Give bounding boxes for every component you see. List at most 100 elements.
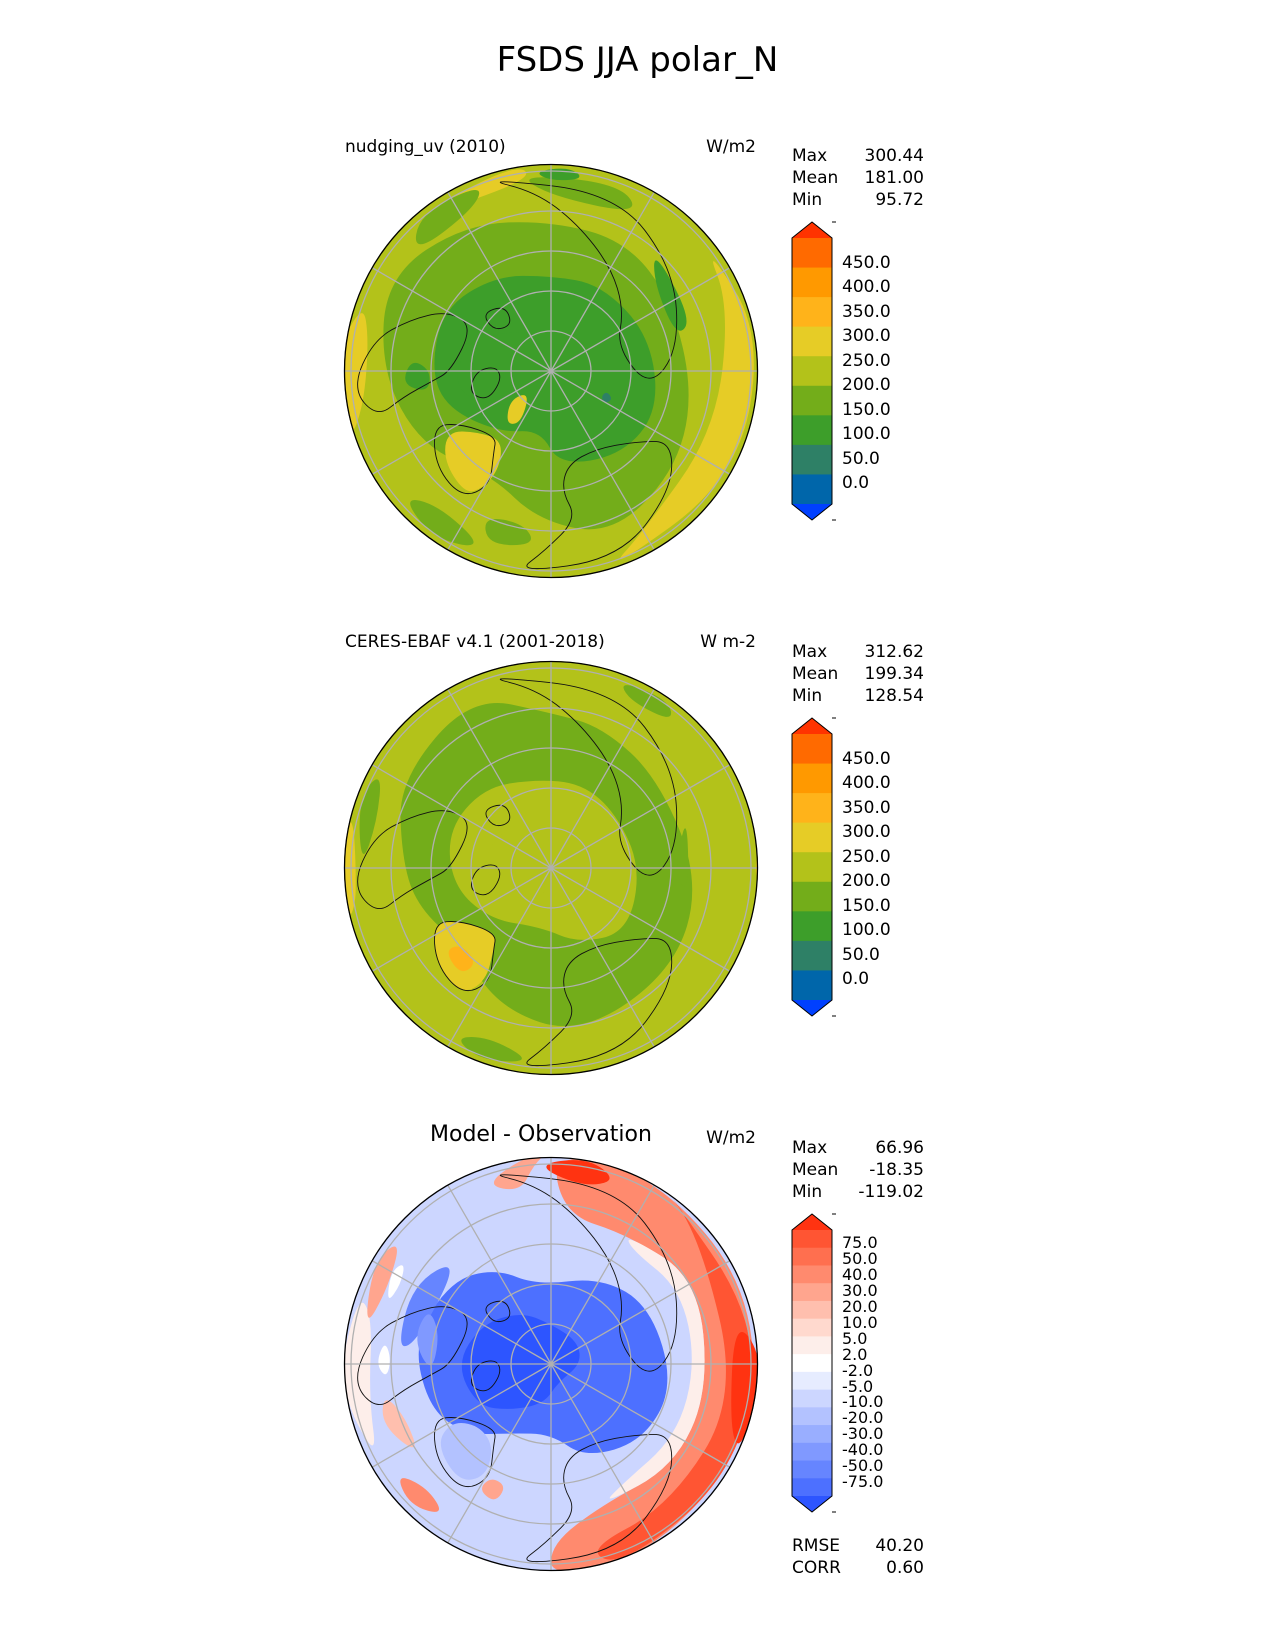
stat-label: Max	[792, 146, 828, 166]
colorbar-segment	[792, 415, 832, 446]
meridian-line	[550, 1363, 731, 1469]
colorbar-tick: 150.0	[842, 895, 891, 916]
colorbar-extend-max	[792, 1214, 832, 1230]
colorbar-segment	[792, 297, 832, 328]
colorbar-segment	[792, 911, 832, 942]
panel-units-diff: W/m2	[706, 1128, 756, 1148]
colorbar-segment	[792, 356, 832, 387]
colorbar-segment	[792, 881, 832, 912]
colorbar-tick: 40.0	[842, 1265, 878, 1285]
meridian-line	[550, 1259, 731, 1365]
stats-box-test: Max 300.44 Mean 181.00 Min 95.72	[792, 145, 924, 211]
stats-box-diff: Max 66.96 Mean -18.35 Min -119.02	[792, 1137, 924, 1203]
stat-label: Mean	[792, 1160, 839, 1180]
map-contour-region	[529, 177, 633, 210]
colorbar-tick: 200.0	[842, 871, 891, 891]
map-contour-region	[486, 824, 551, 900]
map-contour-region	[654, 260, 687, 331]
colorbar-tick: 300.0	[842, 822, 891, 842]
map-contour-region	[367, 1246, 397, 1318]
colorbar-segment	[792, 1247, 832, 1267]
panel-units-test: W/m2	[706, 137, 756, 157]
map-boundary	[343, 660, 759, 1076]
map-field	[344, 1157, 758, 1571]
metric-label: RMSE	[792, 1536, 841, 1556]
map-contour-region	[405, 362, 430, 390]
map-contour-region	[440, 1423, 492, 1480]
colorbar-tick: 10.0	[842, 1312, 878, 1332]
colorbar-outline	[791, 717, 833, 1017]
meridian-line	[446, 1184, 552, 1365]
meridian-line	[550, 370, 656, 551]
colorbar-tick: 300.0	[842, 326, 891, 346]
stat-max-value: 312.62	[864, 642, 924, 662]
corr-value: 0.60	[886, 1558, 924, 1578]
map-boundary	[343, 163, 759, 579]
colorbar-extend-min	[792, 1000, 832, 1016]
meridian-line	[550, 867, 656, 1048]
colorbar-segment	[792, 822, 832, 853]
colorbar-extend-max	[792, 222, 832, 238]
map-contour-region	[344, 1302, 375, 1446]
meridian-line	[371, 763, 552, 869]
coastline	[485, 307, 511, 330]
colorbar-tick: 0.0	[842, 473, 870, 493]
colorbar-ticks-ref: 450.0 400.0 350.0 300.0 250.0 200.0 150.…	[842, 718, 922, 1016]
colorbar-extend-max	[792, 718, 832, 734]
rmse-value: 40.20	[875, 1536, 924, 1556]
map-contour-region	[388, 1265, 404, 1298]
coastline	[526, 937, 673, 1067]
map-contour-region	[597, 1199, 753, 1560]
map-contour-region	[507, 395, 527, 424]
colorbar-segment	[792, 1460, 832, 1479]
stat-min-value: -119.02	[858, 1182, 924, 1202]
colorbar-tick: -40.0	[842, 1440, 884, 1460]
map-contour-region	[461, 1036, 522, 1062]
map-contour-region	[344, 313, 368, 431]
colorbar-tick: 75.0	[842, 1233, 878, 1253]
coastline	[471, 1360, 501, 1392]
colorbar-segment	[792, 1354, 832, 1373]
map-contour-region	[415, 189, 480, 245]
colorbar-segment	[792, 1425, 832, 1444]
stat-mean-value: 199.34	[864, 664, 924, 684]
colorbar-segment	[792, 1371, 832, 1391]
coastline	[500, 1174, 678, 1372]
map-contour-region	[676, 828, 689, 887]
colorbar-outline	[791, 221, 833, 521]
stat-label: Min	[792, 1182, 823, 1202]
map-boundary	[343, 1156, 759, 1572]
colorbar-segment	[792, 852, 832, 883]
metric-label: CORR	[792, 1558, 841, 1578]
meridian-line	[550, 1184, 656, 1365]
map-contour-region	[546, 1160, 610, 1185]
colorbar-segment	[792, 444, 832, 476]
colorbar-tick: -30.0	[842, 1424, 884, 1444]
meridian-line	[446, 688, 552, 869]
meridian-line	[371, 266, 552, 372]
meridian-line	[446, 370, 552, 551]
meridian-line	[550, 763, 731, 869]
polar-map-test	[343, 163, 759, 579]
colorbar-tick: -10.0	[842, 1392, 884, 1412]
colorbar-tick: -20.0	[842, 1408, 884, 1428]
map-contour-region	[382, 1400, 415, 1448]
colorbar-test	[791, 221, 836, 521]
coastline	[526, 1433, 673, 1563]
colorbar-tick: 50.0	[842, 1249, 878, 1269]
colorbar-tick: 400.0	[842, 773, 891, 793]
colorbar-segment	[792, 970, 832, 1001]
colorbar-tick: 100.0	[842, 920, 891, 940]
map-field	[344, 164, 758, 578]
map-contour-region	[434, 275, 656, 462]
meridian-line	[371, 370, 552, 476]
colorbar-ticks-diff: 75.0 50.0 40.0 30.0 20.0 10.0 5.0 2.0 -2…	[842, 1214, 922, 1512]
colorbar-tick: 2.0	[842, 1344, 868, 1364]
colorbar-tick: 450.0	[842, 252, 891, 273]
figure-title: FSDS JJA polar_N	[496, 40, 779, 80]
colorbar-tick: 250.0	[842, 846, 891, 867]
stat-max-value: 300.44	[864, 146, 924, 166]
coastline	[485, 1300, 511, 1323]
meridian-line	[550, 191, 656, 372]
colorbar-tick: 350.0	[842, 301, 891, 322]
